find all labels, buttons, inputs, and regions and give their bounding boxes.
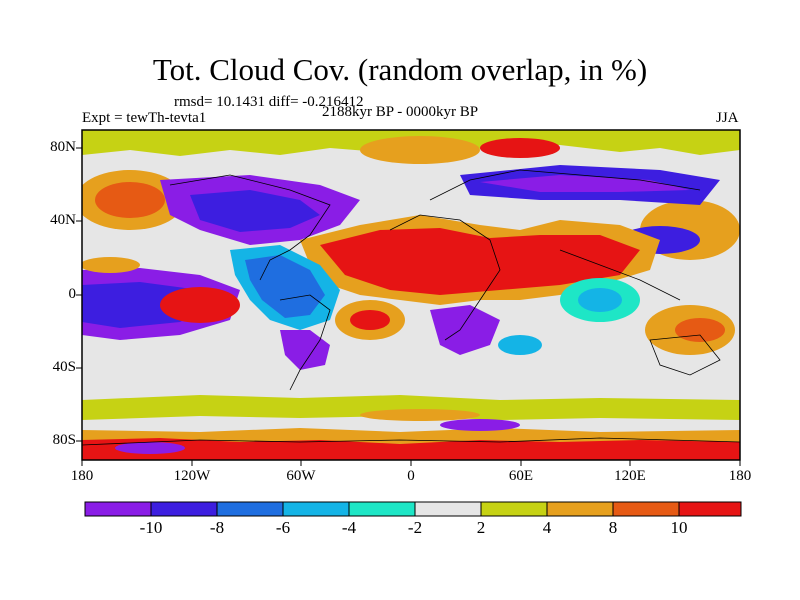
lat-label: 80S	[52, 432, 76, 448]
colorbar-tick-label: -2	[407, 518, 423, 537]
lon-label: 60W	[286, 468, 316, 484]
season-label: JJA	[716, 110, 739, 126]
colorbar-segment	[349, 502, 415, 516]
lon-label: 0	[407, 468, 415, 484]
lon-label: 120E	[614, 468, 646, 484]
colorbar-segment	[679, 502, 741, 516]
colorbar-segment	[481, 502, 547, 516]
lat-label: 80N	[50, 139, 76, 155]
colorbar-segment	[547, 502, 613, 516]
colorbar-tick-label: -8	[209, 518, 225, 537]
plot-title: Tot. Cloud Cov. (random overlap, in %)	[152, 52, 648, 87]
map-field	[82, 130, 740, 460]
lat-label: 40N	[50, 212, 76, 228]
coastlines	[82, 169, 740, 446]
colorbar-tick-label: 10	[670, 518, 688, 537]
colorbar-tick-label: 8	[608, 518, 618, 537]
colorbar	[84, 501, 742, 517]
lat-label: 0	[68, 286, 77, 302]
axis-ticks	[76, 147, 741, 466]
lon-label: 120W	[173, 468, 211, 484]
stats-label: rmsd= 10.1431 diff= -0.216412	[174, 94, 364, 110]
colorbar-tick-label: -6	[275, 518, 291, 537]
lat-label: 40S	[52, 359, 76, 375]
colorbar-tick-label: 4	[542, 518, 552, 537]
colorbar-segment	[613, 502, 679, 516]
lon-label: 180	[70, 468, 94, 484]
colorbar-segment	[217, 502, 283, 516]
colorbar-segment	[85, 502, 151, 516]
period-label: 2188kyr BP - 0000kyr BP	[322, 104, 479, 120]
colorbar-segment	[415, 502, 481, 516]
colorbar-tick-label: -4	[341, 518, 357, 537]
lon-label: 180	[728, 468, 752, 484]
colorbar-tick-label: 2	[476, 518, 486, 537]
colorbar-segment	[283, 502, 349, 516]
experiment-label: Expt = tewTh-tevta1	[82, 110, 207, 126]
lon-label: 60E	[508, 468, 534, 484]
colorbar-segment	[151, 502, 217, 516]
colorbar-tick-label: -10	[139, 518, 163, 537]
